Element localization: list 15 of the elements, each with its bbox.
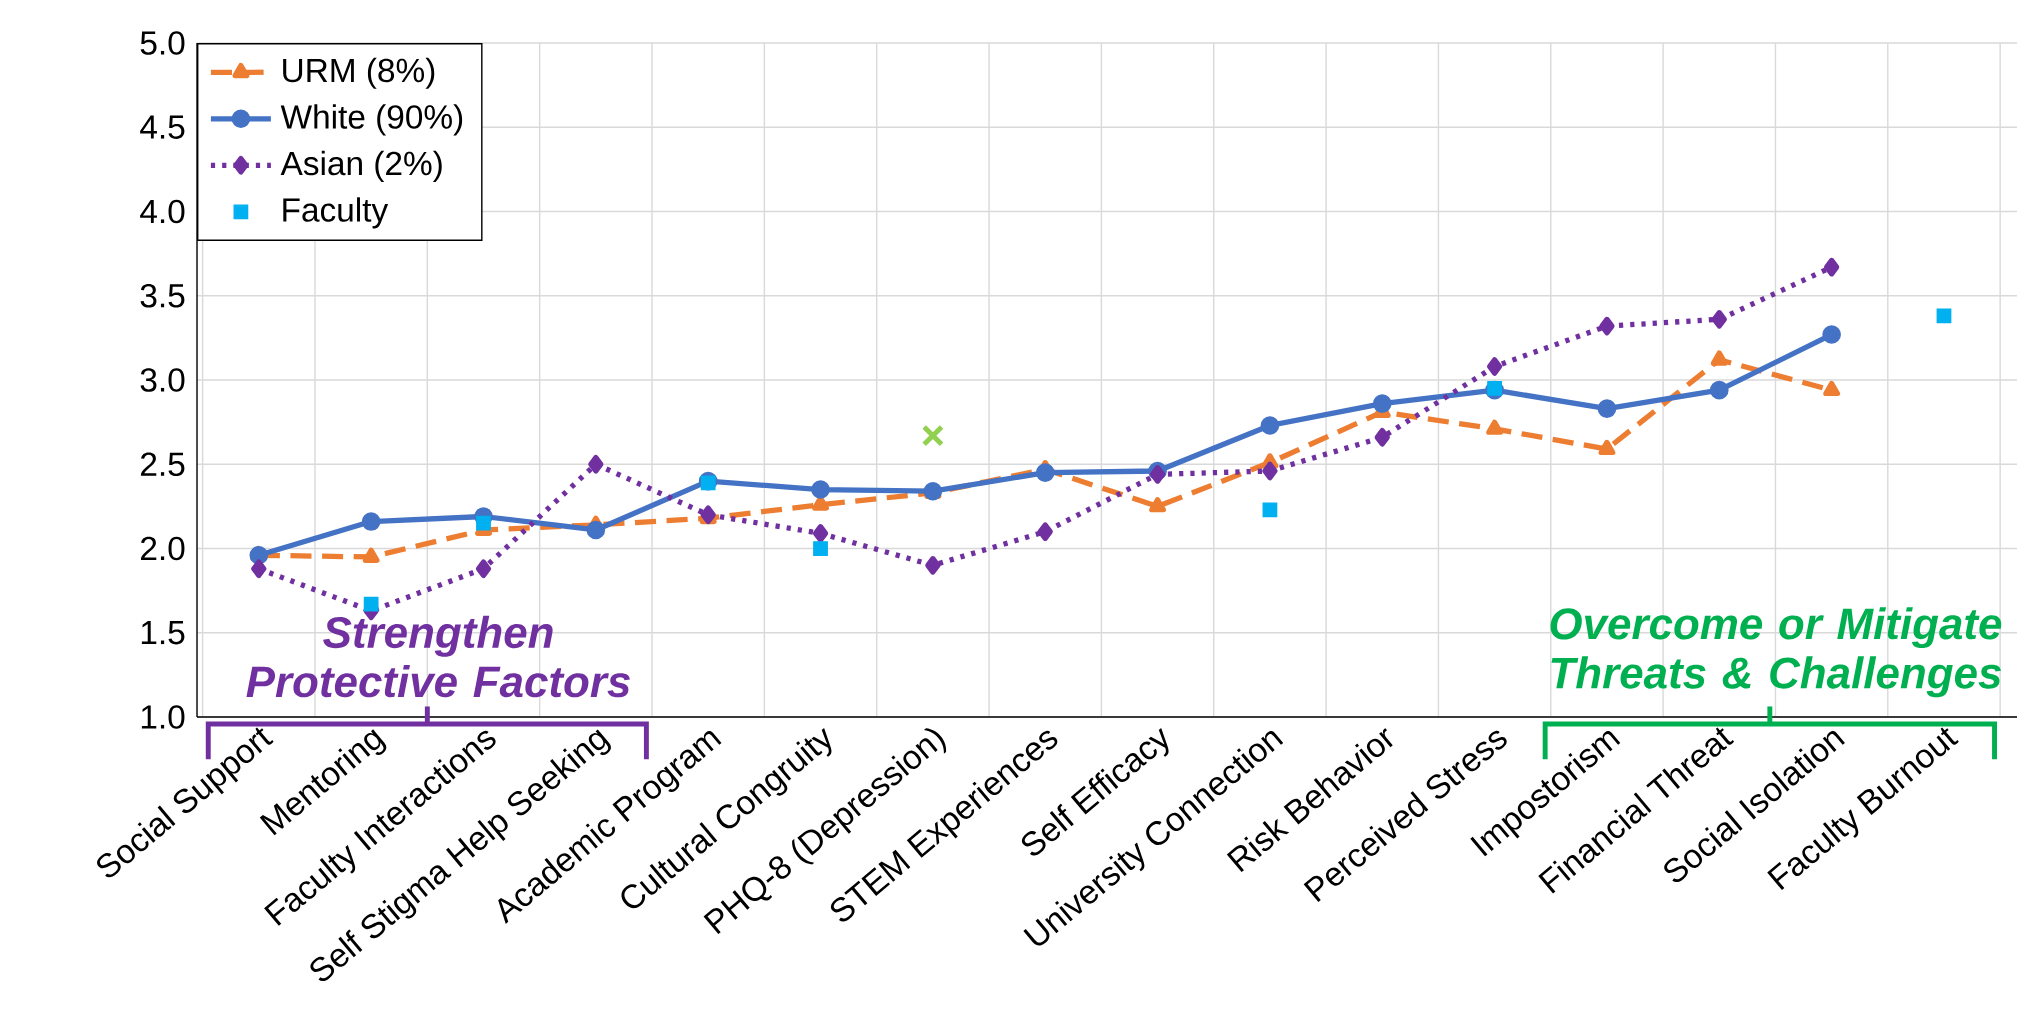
y-tick-label: 4.5	[140, 115, 185, 139]
y-tick-label: 2.0	[141, 536, 185, 561]
legend-label: URM (8%)	[283, 57, 435, 89]
y-tick-label: 1.5	[141, 621, 185, 645]
legend-label: Asian (2%)	[280, 150, 442, 182]
annotation: Overcome or Mitigate Threats & Challenges	[1550, 607, 2002, 698]
legend-label: White (90%)	[280, 104, 463, 136]
y-tick-label: 4.0	[140, 199, 185, 224]
y-tick-label: 3.5	[140, 283, 185, 308]
annotation: Strengthen Protective Factors	[246, 615, 630, 698]
y-tick-label: 5.0	[140, 31, 185, 55]
y-tick-label: 2.5	[141, 452, 185, 477]
y-tick-label: 3.0	[140, 368, 185, 392]
legend-label: Faculty	[283, 197, 389, 229]
y-tick-label: 1.0	[141, 705, 185, 729]
